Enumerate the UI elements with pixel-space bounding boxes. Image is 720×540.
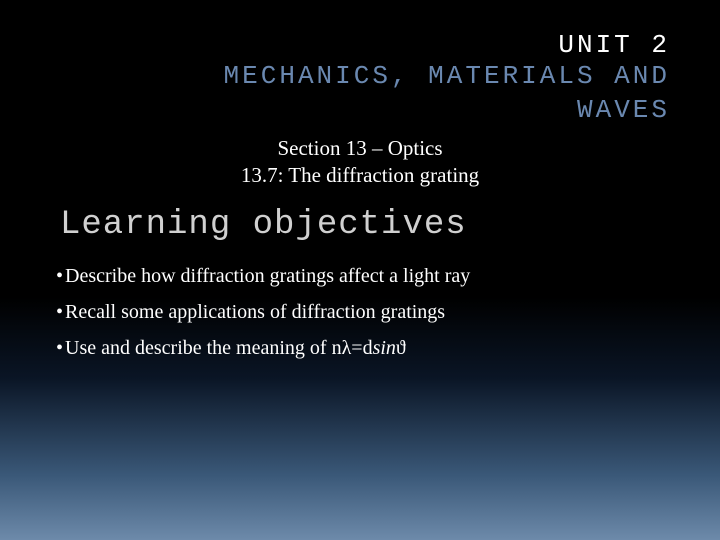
section-label: Section 13 – Optics: [50, 136, 670, 161]
bullet-item: Describe how diffraction gratings affect…: [56, 260, 670, 292]
bullet-item: Use and describe the meaning of nλ=dsinϑ: [56, 332, 670, 364]
slide-container: UNIT 2 MECHANICS, MATERIALS AND WAVES Se…: [0, 0, 720, 540]
subsection-label: 13.7: The diffraction grating: [50, 163, 670, 188]
bullet3-italic: sin: [373, 337, 396, 359]
unit-title: MECHANICS, MATERIALS AND WAVES: [50, 60, 670, 128]
learning-objectives-heading: Learning objectives: [60, 206, 670, 244]
bullet3-main: Use and describe the meaning of nλ=d: [65, 337, 373, 359]
unit-title-line1: MECHANICS, MATERIALS AND: [224, 61, 670, 91]
unit-title-line2: WAVES: [577, 95, 670, 125]
bullet-item: Recall some applications of diffraction …: [56, 296, 670, 328]
bullet-list: Describe how diffraction gratings affect…: [56, 260, 670, 364]
bullet3-tail: ϑ: [396, 337, 406, 359]
unit-label: UNIT 2: [50, 30, 670, 60]
